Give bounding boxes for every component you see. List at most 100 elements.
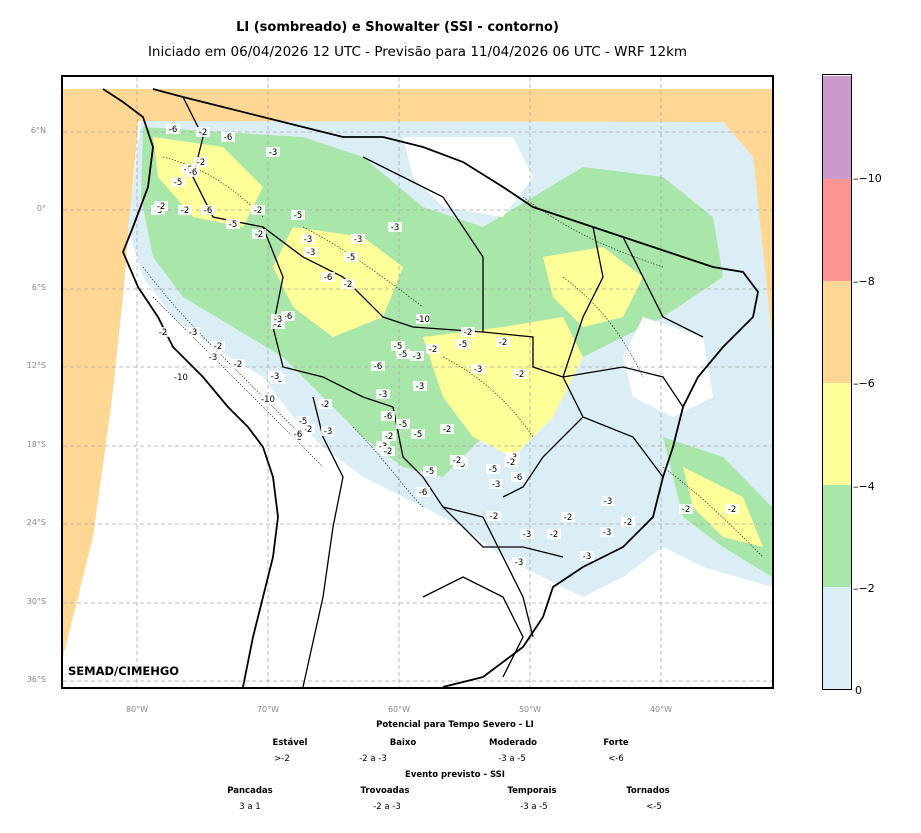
contour-label-bg	[382, 431, 396, 441]
contour-label: -2	[564, 513, 572, 523]
border	[482, 331, 584, 498]
colorbar-tick: –−4	[853, 480, 875, 493]
contour-label: -5	[399, 350, 407, 360]
contour-label: -6	[189, 168, 197, 178]
ssi-contour	[142, 266, 304, 438]
lat-label: 36°S	[26, 675, 46, 684]
contour-label: -10	[174, 373, 188, 383]
contour-label-bg	[547, 529, 561, 539]
ssi-legend-title: Evento previsto - SSI	[405, 770, 505, 780]
li-category-name: Estável	[272, 738, 308, 748]
lon-label: 70°W	[256, 705, 280, 714]
contour-label-bg	[396, 349, 410, 359]
contour-label: -3	[604, 497, 612, 507]
contour-label: -2	[157, 202, 165, 212]
contour-label-bg	[416, 487, 430, 497]
ssi-category-value: 3 a 1	[239, 802, 261, 812]
contour-label: -2	[214, 342, 222, 352]
contour-label: -2	[507, 458, 515, 468]
colorbar-tick: –−10	[853, 172, 882, 185]
contour-label-bg	[221, 132, 235, 142]
contour-label: -2	[321, 400, 329, 410]
colorbar-tick-value: −10	[858, 172, 882, 185]
li-category-name: Baixo	[389, 738, 417, 748]
border	[362, 156, 484, 332]
lat-label: 18°S	[26, 440, 46, 449]
li-shade-yellow-2	[423, 317, 583, 457]
contour-label-bg	[486, 464, 500, 474]
contour-label-bg	[371, 361, 385, 371]
contour-label-bg	[178, 205, 192, 215]
li-category-value: -2 a -3	[359, 754, 387, 764]
contour-label: -2	[499, 338, 507, 348]
contour-label: -3	[391, 223, 399, 233]
domain-orange-west	[63, 91, 141, 657]
li-category-name: Forte	[603, 738, 629, 748]
contour-label-bg	[291, 429, 305, 439]
contour-label: -6	[374, 362, 382, 372]
contour-label-bg	[231, 359, 245, 369]
contour-label-bg	[440, 424, 454, 434]
contour-label: -2	[304, 425, 312, 435]
contour-label-bg	[301, 234, 315, 244]
lon-label: 80°W	[125, 705, 149, 714]
contour-label: -2	[274, 320, 282, 330]
contour-label: -5	[347, 253, 355, 263]
contour-label: -5	[229, 220, 237, 230]
contour-label: -2	[159, 328, 167, 338]
contour-label: -2	[254, 206, 262, 216]
border	[562, 366, 684, 408]
contour-label: -2	[385, 432, 393, 442]
contour-label-bg	[171, 177, 185, 187]
ssi-contour	[522, 196, 664, 268]
contour-label-bg	[396, 419, 410, 429]
colorbar-tick-value: −8	[858, 275, 875, 288]
contour-label-bg	[410, 351, 424, 361]
border	[262, 226, 394, 408]
contour-label-bg	[461, 327, 475, 337]
contour-label-bg	[496, 337, 510, 347]
ssi-contour	[302, 226, 424, 308]
contour-label: -5	[394, 342, 402, 352]
contour-label-bg	[166, 124, 180, 134]
contour-label-bg	[304, 247, 318, 257]
ssi-contour	[562, 276, 644, 378]
contour-label-bg	[471, 364, 485, 374]
contour-label-bg	[321, 272, 335, 282]
map-panel: -6-2-6-6-3-2-5-6-3-2-6-2-5-2-3-3-2-5-3-6…	[61, 75, 774, 689]
contour-label: -3	[189, 328, 197, 338]
contour-label-bg	[268, 371, 282, 381]
li-legend-title: Potencial para Tempo Severo - LI	[376, 720, 534, 730]
contour-label: -3	[307, 248, 315, 258]
ssi-category-name: Pancadas	[227, 786, 273, 796]
contour-label-bg	[580, 551, 594, 561]
contour-label-bg	[381, 446, 395, 456]
contour-label: -2	[255, 230, 263, 240]
contour-label-bg	[201, 205, 215, 215]
colorbar-segment	[823, 281, 851, 383]
contour-label-bg	[601, 496, 615, 506]
contour-label-bg	[186, 167, 200, 177]
colorbar-tick-value: −4	[858, 480, 875, 493]
colorbar-tick-value: −6	[858, 377, 875, 390]
contour-label: -2	[490, 512, 498, 522]
border	[622, 236, 704, 338]
ssi-contour	[162, 156, 264, 218]
contour-label-bg	[487, 511, 501, 521]
contour-label-bg	[450, 455, 464, 465]
contour-label: -5	[399, 420, 407, 430]
contour-label-bg	[416, 314, 430, 324]
contour-label: -2	[443, 425, 451, 435]
domain-orange-north	[63, 89, 772, 337]
coastline-south-america	[102, 88, 759, 687]
contour-label: -2	[453, 456, 461, 466]
lon-label: 60°W	[387, 705, 411, 714]
contour-label: -5	[414, 430, 422, 440]
contour-label: -10	[416, 315, 430, 325]
lat-label: 24°S	[26, 518, 46, 527]
contour-label: -6	[224, 133, 232, 143]
contour-label-bg	[679, 504, 693, 514]
contour-label: -6	[324, 273, 332, 283]
colorbar-segment	[823, 383, 851, 485]
contour-label-bg	[489, 479, 503, 489]
